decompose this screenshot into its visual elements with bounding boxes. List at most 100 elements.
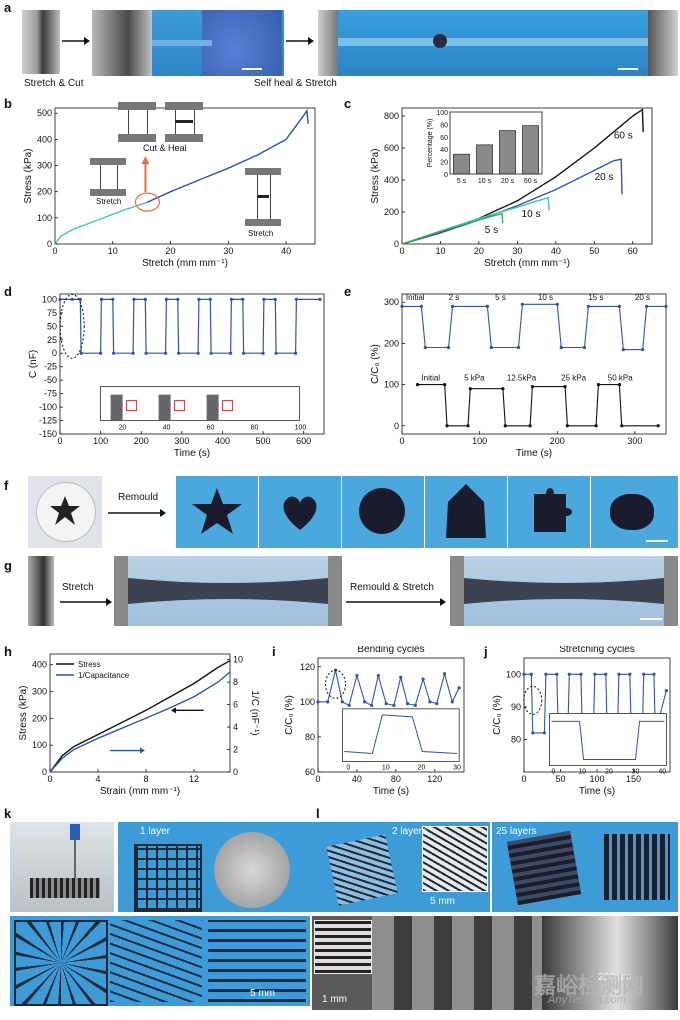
scale-5mm-l: 5 mm: [430, 896, 455, 907]
plot-frame: [317, 657, 465, 773]
x-axis-label: Time (s): [516, 448, 552, 459]
photo-self-heal: [318, 10, 678, 76]
y-tick-label: 300: [384, 297, 399, 307]
data-point: [542, 731, 547, 735]
data-point: [594, 424, 598, 428]
y2-axis-label: 1/C (nF⁻¹): [249, 690, 260, 735]
y-tick-label: -75: [44, 389, 57, 399]
data-point: [520, 302, 524, 306]
y-axis-label: C/C₀ (%): [492, 695, 503, 735]
y2-tick-label: 2: [233, 745, 238, 755]
data-point: [415, 382, 420, 387]
data-point: [229, 297, 233, 301]
data-point: [528, 424, 532, 428]
data-point: [99, 351, 103, 355]
y-tick-label: 200: [384, 207, 399, 217]
arrow-right-icon: [108, 509, 166, 517]
data-point: [559, 345, 563, 350]
inset-bar: [499, 130, 516, 175]
panel-letter-a: a: [4, 0, 12, 15]
scale-1mm: 1 mm: [322, 994, 347, 1005]
chart-d: 0 100 200 300 400 500 600-150-125-100-75-50-25…: [28, 293, 325, 459]
y-tick-label: 0: [47, 239, 52, 249]
x-axis-label: Time (s): [174, 448, 210, 459]
data-point: [294, 297, 298, 301]
house-shape-icon: [446, 484, 486, 538]
label-60s: 60 s: [614, 130, 633, 141]
y-tick-label: 100: [37, 213, 52, 223]
data-point: [531, 731, 535, 735]
top-label: 15 s: [588, 293, 603, 302]
schematic-cut-left: [118, 102, 156, 142]
data-point: [262, 297, 266, 301]
photo-remould-shapes: [176, 476, 678, 548]
inset-x-tick: 20: [418, 764, 426, 771]
data-point: [428, 700, 432, 704]
data-point: [644, 304, 649, 308]
data-point: [652, 672, 656, 676]
inset-bar: [453, 153, 470, 175]
photo-clamp-left: [22, 10, 60, 74]
y-axis-label: Stress (kPa): [370, 148, 381, 203]
y2-tick-label: 10: [233, 655, 243, 665]
blob-shape-icon: [610, 494, 654, 530]
inset-frame: [549, 713, 667, 766]
chart-title: Bending cycles: [357, 646, 424, 655]
data-point: [228, 351, 233, 355]
data-point: [419, 304, 424, 308]
y-tick-label: 100: [384, 380, 399, 390]
plot-frame: [401, 293, 667, 435]
bottom-label: 25 kPa: [561, 373, 586, 382]
x-tick-label: 300: [174, 436, 189, 446]
data-point: [516, 345, 521, 350]
x-tick-label: 40: [352, 774, 362, 784]
data-point: [413, 703, 417, 707]
panel-letter-e: e: [344, 284, 352, 299]
panel-letter-d: d: [4, 284, 12, 299]
data-point: [369, 703, 374, 707]
data-point: [400, 304, 404, 308]
x-tick-label: 200: [550, 436, 565, 446]
data-point: [164, 297, 169, 301]
x-tick-label: 500: [256, 436, 271, 446]
data-point: [423, 345, 427, 350]
inset-x-tick: 40: [163, 425, 171, 432]
inset-x-tick: 10: [382, 764, 390, 771]
y-tick-label: -100: [39, 402, 57, 412]
label-stretch-2: Stretch: [248, 229, 274, 238]
data-point: [58, 297, 62, 301]
inset-series: [344, 714, 458, 755]
y-tick-label: 75: [47, 308, 57, 318]
data-point: [555, 302, 559, 306]
data-point: [274, 351, 278, 355]
data-point: [450, 304, 455, 308]
x-tick-label: 120: [427, 774, 442, 784]
arrow-right-icon: [286, 37, 314, 45]
inset-y-tick: 40: [440, 147, 448, 154]
panel-letter-f: f: [4, 478, 9, 493]
watermark-cn: 嘉峪检测网: [534, 973, 645, 998]
x-tick-label: 60: [628, 246, 638, 256]
y-axis-label: Stress (kPa): [23, 148, 34, 203]
data-point: [112, 351, 116, 355]
data-point: [604, 672, 608, 676]
y-tick-label: 50: [47, 321, 57, 331]
caption-stretch-cut: Stretch & Cut: [24, 78, 84, 89]
data-point: [143, 297, 147, 301]
x-axis-label: Stretch (mm mm⁻¹): [484, 258, 570, 269]
label-10s: 10 s: [522, 209, 541, 220]
heart-shape-icon: [283, 496, 317, 530]
data-point: [530, 385, 535, 389]
series-line-1: [147, 108, 309, 203]
y2-tick-label: 8: [233, 677, 238, 687]
y-axis-label: C (nF): [28, 350, 39, 378]
series-line-0: [54, 201, 148, 245]
y2-tick-label: 4: [233, 722, 238, 732]
inset-x-tick: 30: [632, 768, 640, 775]
data-point: [596, 382, 601, 387]
top-label: 20 s: [635, 293, 650, 302]
x-tick-label: 10: [435, 246, 445, 256]
inset-x-tick: 60 s: [524, 178, 538, 185]
data-point: [445, 424, 449, 428]
